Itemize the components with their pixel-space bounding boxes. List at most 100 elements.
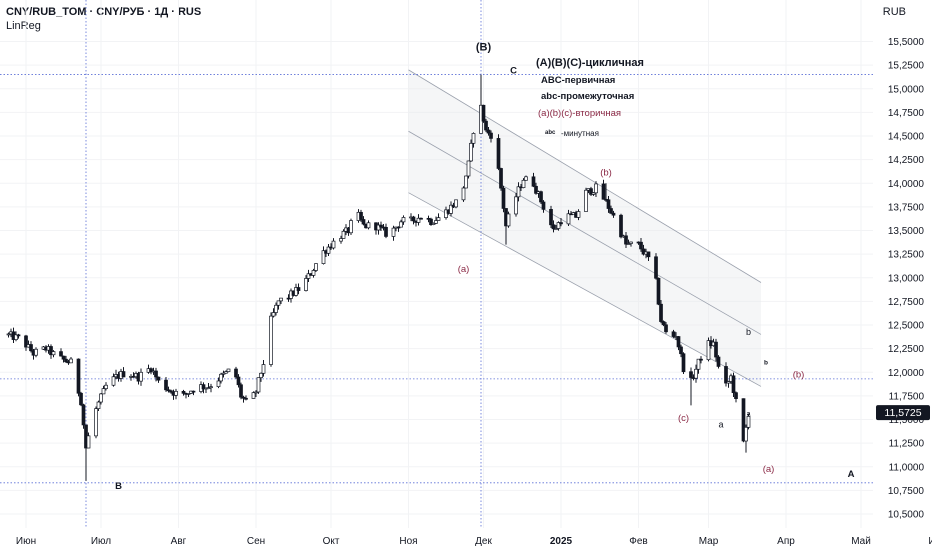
candle-up: [224, 371, 228, 374]
price-tick-label: 11,5000: [889, 415, 925, 426]
candle-up: [269, 315, 273, 365]
candle-down: [714, 341, 718, 358]
candle-up: [399, 221, 403, 228]
candle-up: [174, 390, 178, 396]
candle-up: [449, 204, 453, 214]
candle-up: [104, 384, 108, 389]
candle-down: [384, 226, 388, 237]
candle-down: [676, 336, 681, 348]
time-tick-label: 2025: [550, 536, 573, 547]
price-axis[interactable]: 15,5000 15,2500 15,0000 14,7500 14,5000 14,25…: [888, 37, 925, 521]
candle-down: [501, 187, 506, 209]
time-tick-label: Авг: [171, 536, 187, 547]
candle-up: [259, 372, 263, 379]
time-tick-label: Май: [851, 536, 871, 547]
candle-up: [461, 187, 466, 201]
wave-label-primary: A: [848, 469, 855, 480]
candle-up: [454, 199, 458, 208]
candle-down: [379, 224, 383, 228]
candle-up: [99, 393, 103, 403]
candle-up: [111, 376, 116, 386]
candle-up: [271, 312, 276, 317]
candle-down: [121, 371, 126, 378]
time-tick-label: Июл: [91, 536, 111, 547]
price-tick-label: 11,0000: [889, 462, 925, 473]
candle-down: [496, 138, 501, 169]
candle-down: [76, 358, 81, 394]
candle-up: [256, 377, 261, 393]
price-tick-label: 12,5000: [888, 321, 925, 332]
candle-down: [606, 199, 611, 209]
indicator-label[interactable]: LinReg: [6, 20, 41, 32]
candle-down: [659, 303, 663, 322]
time-tick-label: Ноя: [399, 536, 417, 547]
wave-label-secondary: (c): [678, 413, 689, 424]
candle-up: [306, 273, 311, 279]
price-tick-label: 13,5000: [888, 226, 925, 237]
legend-cyclic: (A)(B)(C)-цикличная: [536, 57, 644, 69]
candle-down: [296, 287, 301, 291]
wave-label-intermediate: b: [746, 327, 751, 337]
candle-up: [6, 333, 11, 336]
candle-down: [361, 219, 366, 225]
candle-up: [401, 217, 406, 223]
candle-down: [81, 404, 86, 426]
candle-down: [679, 346, 683, 355]
candle-down: [734, 392, 738, 399]
candle-up: [726, 381, 731, 384]
grid: [0, 0, 873, 528]
candle-up: [294, 287, 298, 296]
candle-up: [391, 227, 396, 237]
wave-label-primary: C: [510, 65, 517, 76]
candle-down: [149, 368, 153, 373]
candle-up: [219, 373, 223, 382]
channel-fill: [408, 69, 761, 387]
candle-down: [551, 224, 556, 230]
candle-up: [471, 133, 476, 144]
candle-down: [156, 376, 161, 381]
candle-up: [139, 371, 143, 382]
price-tick-label: 12,7500: [888, 297, 925, 308]
candle-up: [629, 241, 633, 244]
candle-down: [624, 235, 628, 245]
candle-up: [261, 364, 266, 374]
candle-down: [169, 390, 173, 393]
candle-down: [731, 375, 736, 394]
candle-down: [724, 366, 728, 384]
channel-upper-line: [408, 69, 762, 283]
candle-down: [741, 398, 746, 442]
candle-down: [559, 222, 563, 225]
candle-down: [664, 324, 668, 333]
candle-down: [716, 356, 721, 367]
candle-up: [226, 368, 231, 372]
candle-down: [359, 211, 363, 220]
candle-up: [366, 222, 371, 229]
time-tick-label: Сен: [247, 536, 265, 547]
candle-up: [524, 176, 528, 181]
candle-up: [326, 246, 331, 254]
time-axis[interactable]: Июн Июл Авг Сен Окт Ноя Дек 2025 Фев Мар Апр Май Июн: [16, 536, 932, 547]
candle-down: [601, 183, 606, 200]
candle-up: [626, 243, 631, 245]
wave-legend: (A)(B)(C)-цикличная ABC-первичная abc-пр…: [536, 57, 644, 138]
candle-up: [251, 392, 256, 399]
candle-down: [236, 376, 241, 386]
candle-down: [234, 368, 238, 378]
candle-down: [201, 384, 206, 390]
candle-up: [506, 213, 511, 227]
candle-down: [671, 331, 676, 337]
candle-up: [376, 224, 381, 231]
price-tick-label: 15,5000: [888, 37, 925, 48]
candle-up: [584, 189, 588, 212]
candle-down: [166, 389, 171, 392]
time-tick-label: Окт: [323, 536, 340, 547]
candle-down: [181, 390, 186, 394]
price-tick-label: 11,2500: [889, 439, 925, 450]
legend-minute: -минутная: [561, 129, 599, 138]
price-tick-label: 15,0000: [888, 84, 925, 95]
candle-up: [321, 250, 326, 264]
last-price-value: 11,5725: [884, 407, 921, 419]
price-tick-label: 14,7500: [888, 108, 925, 119]
price-tick-label: 13,2500: [888, 250, 925, 261]
